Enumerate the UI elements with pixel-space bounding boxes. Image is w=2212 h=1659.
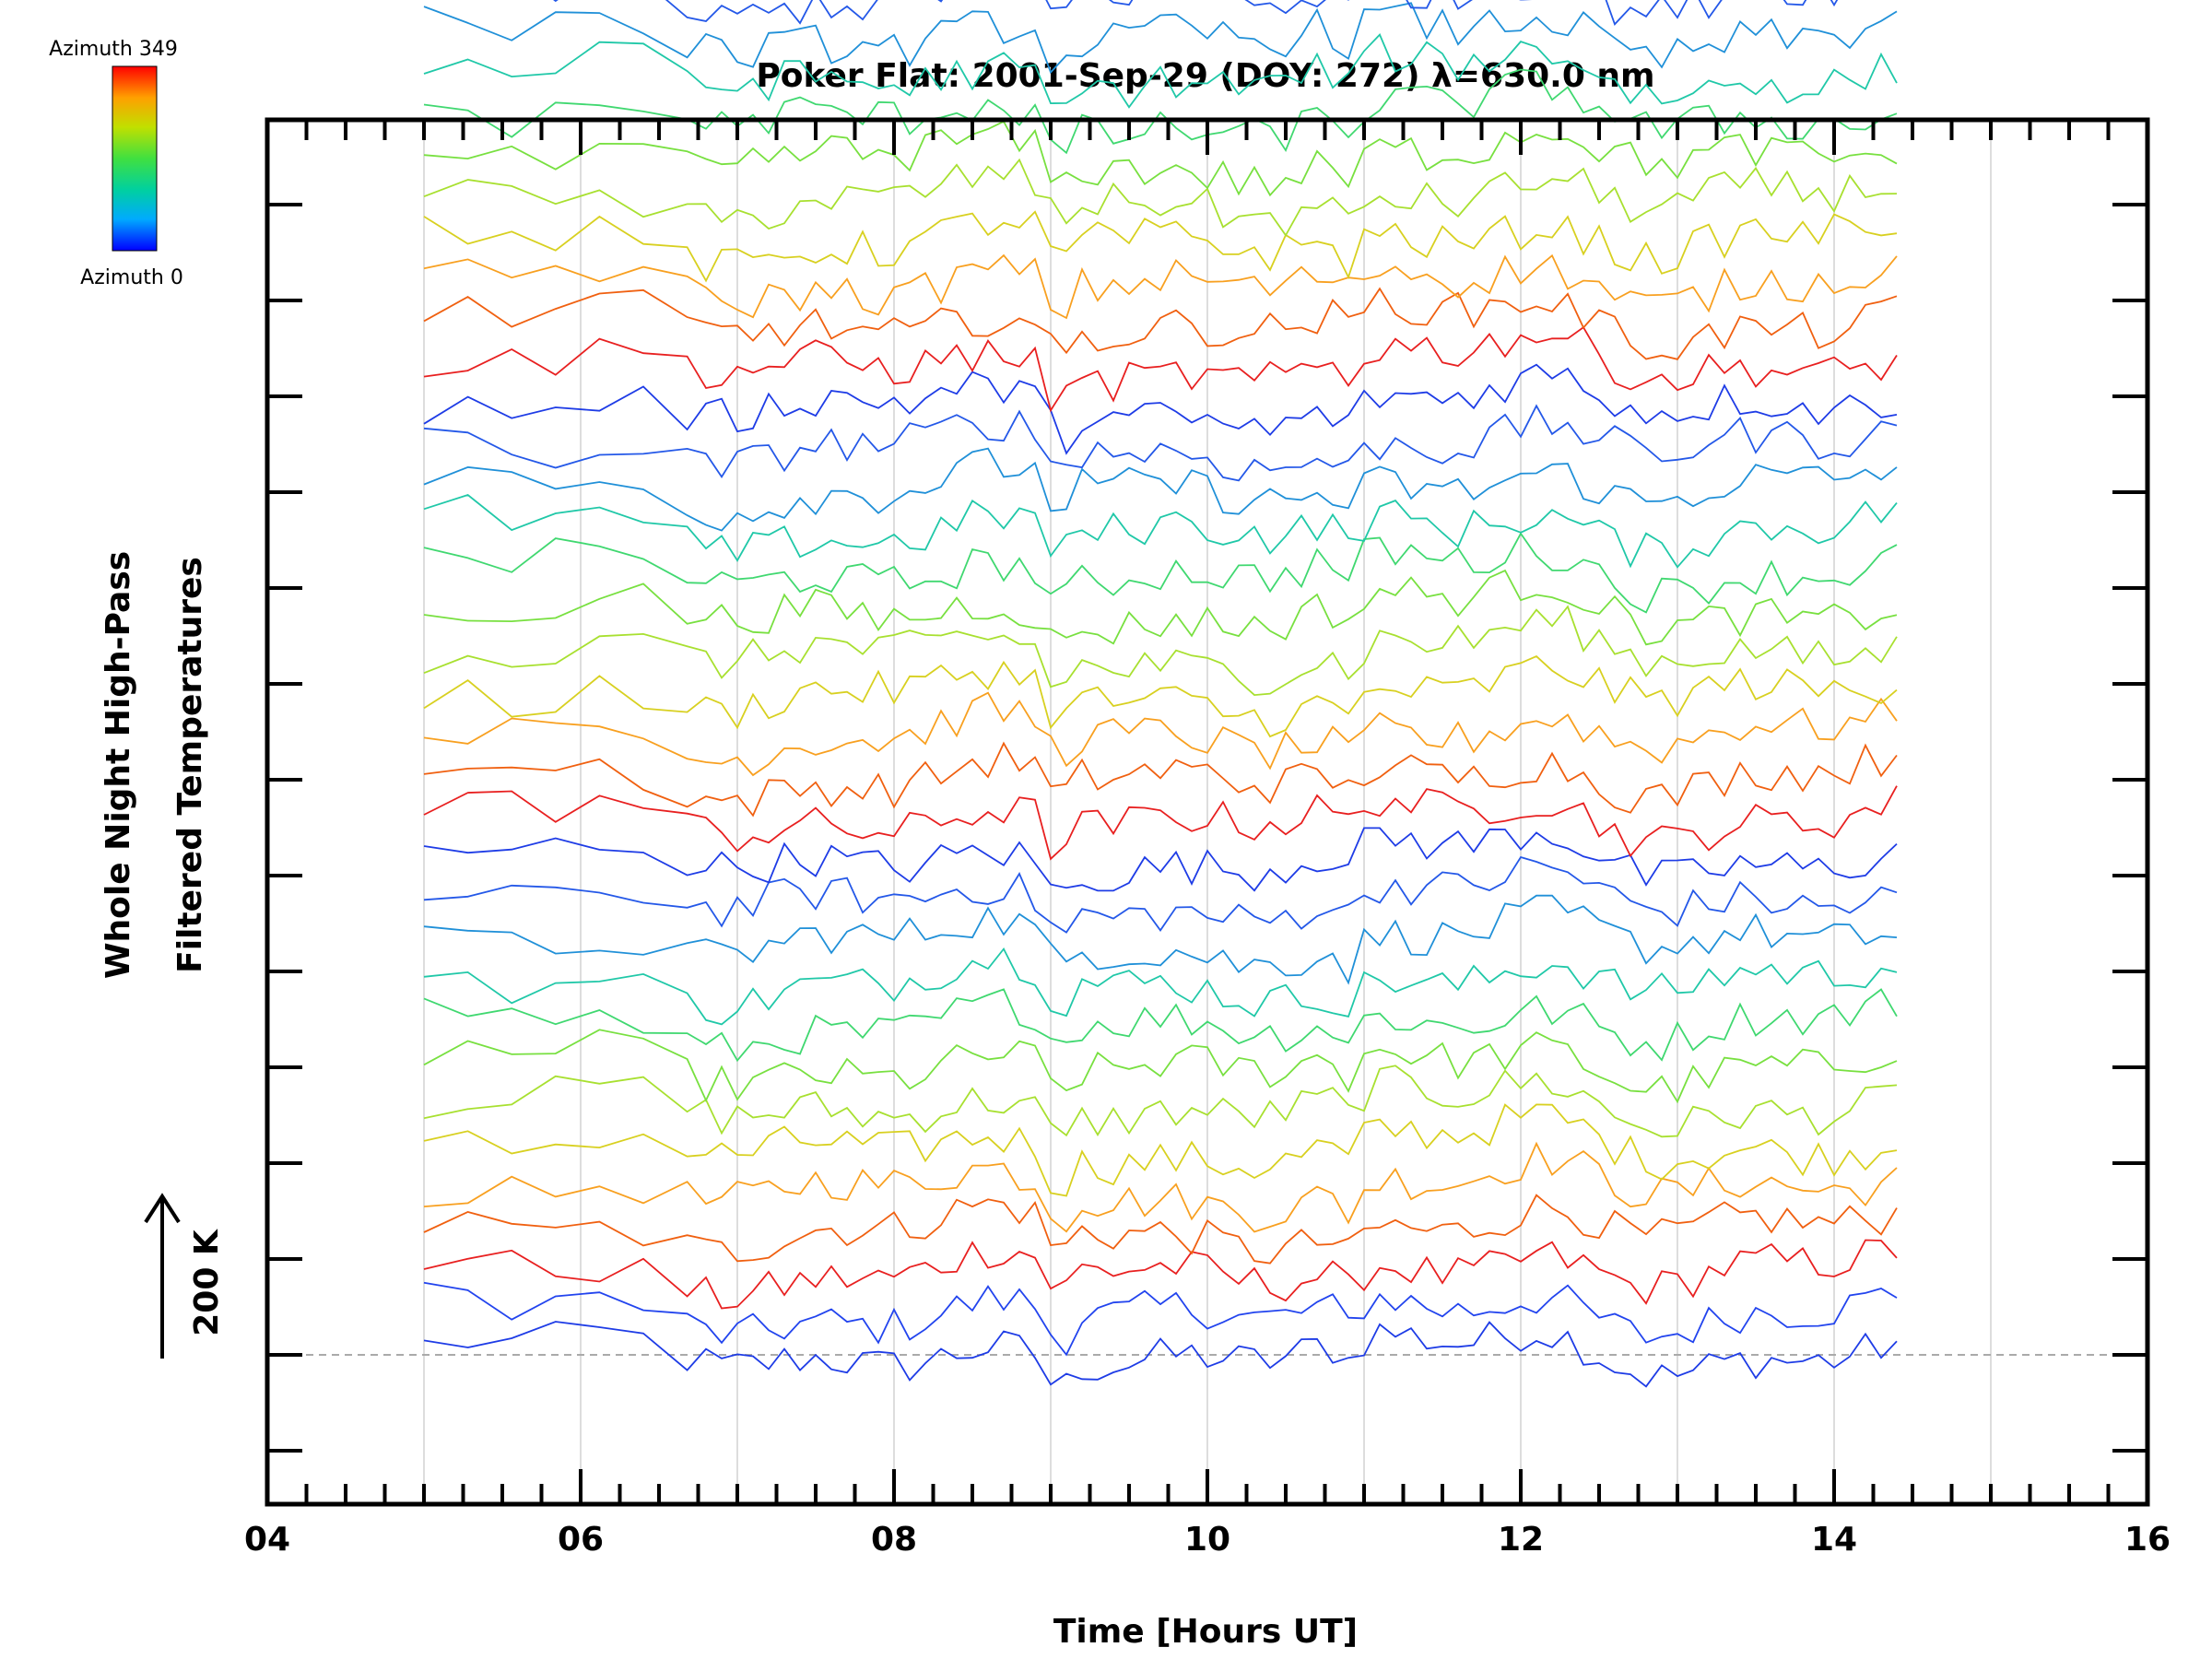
colorbar-gradient (112, 65, 158, 252)
series-line-6 (423, 1065, 1898, 1138)
x-tick-label: 08 (871, 1521, 917, 1559)
series-line-25 (423, 287, 1898, 360)
series-line-13 (423, 785, 1898, 861)
series-line-17 (423, 605, 1898, 697)
scale-bar: 200 K (144, 1193, 226, 1359)
series-line-33 (553, 0, 1839, 26)
x-tick-label: 12 (1498, 1521, 1544, 1559)
series-line-8 (423, 988, 1898, 1063)
series-line-0 (423, 1321, 1898, 1388)
series-line-1 (423, 1281, 1898, 1357)
series-line-21 (423, 447, 1898, 532)
y-ticks (267, 203, 2147, 1453)
series-line-11 (423, 855, 1898, 934)
gridlines (423, 120, 1992, 1504)
series-line-22 (423, 404, 1898, 482)
colorbar-top-label: Azimuth 349 (49, 38, 178, 61)
x-tick-label: 04 (244, 1521, 290, 1559)
series-line-18 (423, 569, 1898, 646)
series-line-4 (423, 1141, 1898, 1233)
x-tick-label: 14 (1811, 1521, 1857, 1559)
series-line-7 (423, 1029, 1898, 1104)
series-line-2 (423, 1239, 1898, 1310)
x-tick-label: 10 (1184, 1521, 1230, 1559)
series-line-12 (423, 827, 1898, 892)
y-axis-label-line2: Filtered Temperatures (171, 557, 209, 973)
series-line-26 (423, 253, 1898, 320)
chart-title: Poker Flat: 2001-Sep-29 (DOY: 272) λ=630… (756, 57, 1654, 95)
series-line-23 (423, 363, 1898, 455)
x-tick-label: 16 (2124, 1521, 2171, 1559)
series-line-16 (423, 655, 1898, 738)
series-line-15 (423, 691, 1898, 777)
series-line-9 (423, 947, 1898, 1026)
series-line-27 (423, 210, 1898, 283)
x-axis-label: Time [Hours UT] (1053, 1613, 1358, 1651)
scale-bar-arrowhead (144, 1193, 181, 1224)
series-line-5 (423, 1103, 1898, 1197)
series-line-32 (423, 2, 1898, 75)
series-line-14 (423, 741, 1898, 818)
x-ticks (265, 120, 2149, 1504)
x-tick-label: 06 (558, 1521, 604, 1559)
colorbar: Azimuth 349 Azimuth 0 (49, 38, 183, 289)
series-line-24 (423, 325, 1898, 413)
series-line-31 (423, 32, 1898, 109)
series-line-19 (423, 532, 1898, 614)
y-axis-label-line1: Whole Night High-Pass (100, 551, 137, 979)
colorbar-bottom-label: Azimuth 0 (80, 266, 183, 289)
x-tick-labels: 04 06 08 10 12 14 16 (244, 1521, 2171, 1559)
series-group (423, 0, 1898, 1388)
scale-bar-label: 200 K (188, 1229, 226, 1336)
series-line-28 (423, 158, 1898, 237)
series-line-10 (423, 894, 1898, 985)
series-line-20 (423, 493, 1898, 569)
plot-area: 04 06 08 10 12 14 16 (244, 0, 2171, 1559)
series-line-3 (423, 1194, 1898, 1265)
series-line-29 (423, 120, 1898, 197)
